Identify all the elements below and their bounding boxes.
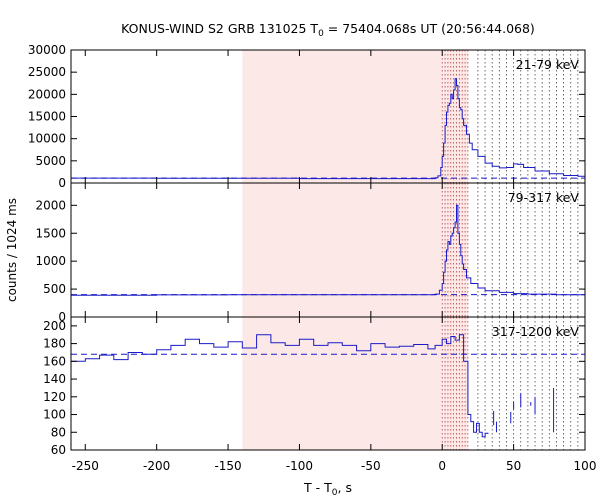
light-curve-series — [71, 334, 489, 438]
shaded-interval — [242, 50, 443, 183]
y-tick-label: 0 — [58, 176, 66, 190]
y-axis-label: counts / 1024 ms — [5, 198, 19, 302]
x-tick-label: -50 — [361, 459, 381, 473]
chart-title: KONUS-WIND S2 GRB 131025 T0 = 75404.068s… — [121, 21, 535, 39]
energy-band-label: 317-1200 keV — [492, 324, 580, 339]
y-tick-label: 20000 — [28, 87, 66, 101]
y-tick-label: 500 — [43, 282, 66, 296]
panel-3: 60 80 100 120 140 160 180 200 317-1200 keV — [43, 316, 586, 457]
y-tick-label: 1000 — [35, 254, 66, 268]
y-tick-label: 120 — [43, 390, 66, 404]
y-tick-label: 5000 — [35, 154, 66, 168]
y-tick-label: 160 — [43, 354, 66, 368]
x-tick-label: -250 — [72, 459, 99, 473]
light-curve-series — [71, 78, 586, 180]
y-tick-label: 2000 — [35, 198, 66, 212]
y-tick-label: 30000 — [28, 43, 66, 57]
y-tick-label: 80 — [51, 425, 66, 439]
y-tick-label: 140 — [43, 372, 66, 386]
x-axis-label: T - T0, s — [303, 480, 352, 498]
y-tick-label: 15000 — [28, 110, 66, 124]
x-tick-label: -100 — [286, 459, 313, 473]
y-tick-label: 60 — [51, 443, 66, 457]
energy-band-label: 79-317 keV — [508, 190, 580, 205]
panel-frame — [70, 316, 586, 451]
x-tick-label: 50 — [506, 459, 521, 473]
shaded-interval — [242, 183, 443, 317]
x-tick-label: -200 — [143, 459, 170, 473]
panel-2: 0 500 1000 1500 2000 79-317 keV — [35, 182, 586, 324]
energy-band-label: 21-79 keV — [516, 57, 580, 72]
y-tick-label: 180 — [43, 337, 66, 351]
y-tick-label: 10000 — [28, 132, 66, 146]
x-tick-label: -150 — [214, 459, 241, 473]
y-tick-label: 100 — [43, 408, 66, 422]
y-tick-label: 1500 — [35, 226, 66, 240]
x-tick-label: 100 — [574, 459, 597, 473]
y-tick-label: 0 — [58, 310, 66, 324]
y-tick-label: 25000 — [28, 65, 66, 79]
shaded-interval — [242, 317, 443, 450]
panel-1: 0 5000 10000 15000 20000 25000 30000 21-79 keV — [28, 43, 586, 190]
light-curve-series — [71, 204, 585, 296]
x-tick-label: 0 — [438, 459, 446, 473]
y-tick-label: 200 — [43, 319, 66, 333]
